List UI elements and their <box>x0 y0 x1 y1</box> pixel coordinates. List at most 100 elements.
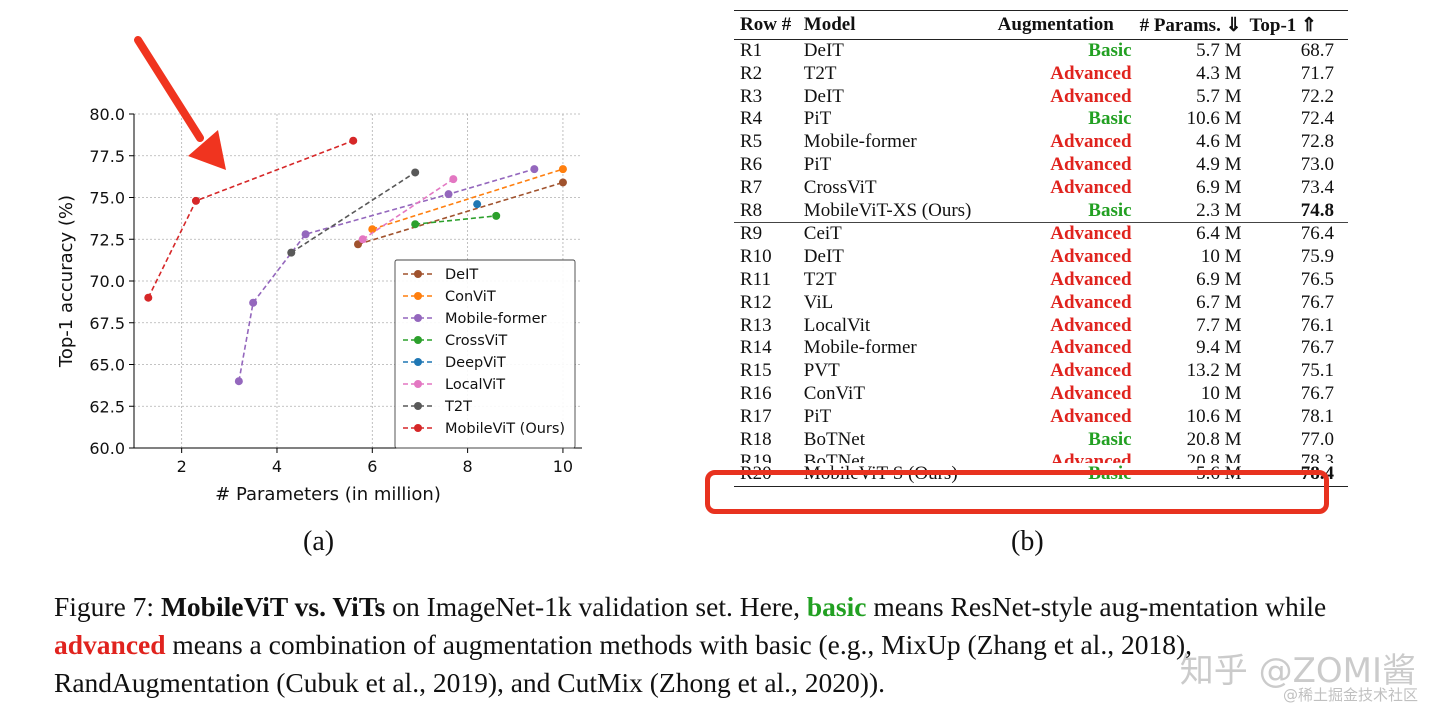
data-point <box>492 211 501 220</box>
table-row: R19 BoTNet Advanced 20.8 M 78.3 <box>734 451 1348 463</box>
x-tick-label: 8 <box>463 457 473 476</box>
cell-top1: 76.1 <box>1300 314 1334 336</box>
cell-row-number: R4 <box>740 108 763 130</box>
x-tick-label: 2 <box>177 457 187 476</box>
cell-row-number: R14 <box>740 337 772 359</box>
cell-augmentation: Advanced <box>993 222 1136 247</box>
caption-text-3: means ResNet-style aug-mentation while <box>866 591 1327 622</box>
cell-augmentation: Advanced <box>1050 268 1132 290</box>
legend-label: ConViT <box>445 289 496 305</box>
caption-text-1: Figure 7: <box>54 591 161 622</box>
cell-row-number: R18 <box>740 428 772 450</box>
y-axis-label: Top-1 accuracy (%) <box>56 195 77 368</box>
data-point <box>354 240 362 249</box>
data-point <box>473 200 482 209</box>
y-tick-label: 75.0 <box>89 189 125 208</box>
cell-model: LocalVit <box>803 314 871 336</box>
cell-model: CrossViT <box>803 176 877 198</box>
legend-label: DeIT <box>445 267 478 283</box>
cell-augmentation: Advanced <box>1050 131 1132 153</box>
comparison-table: Row # Model Augmentation # Params. ⇓ Top… <box>734 10 1348 488</box>
table-row: R12 ViL Advanced 6.7 M 76.7 <box>734 292 1348 315</box>
figure-caption: Figure 7: MobileViT vs. ViTs on ImageNet… <box>54 588 1404 702</box>
data-point <box>558 165 567 174</box>
table-row: R8 MobileViT-XS (Ours) Basic 2.3 M 74.8 <box>734 200 1348 223</box>
y-tick-label: 70.0 <box>89 272 125 291</box>
y-tick-label: 80.0 <box>89 105 125 124</box>
cell-params: 10 M <box>1200 382 1242 404</box>
legend-marker <box>414 358 422 366</box>
legend-label: LocalViT <box>445 377 505 393</box>
cell-model: ConViT <box>803 382 865 404</box>
y-tick-label: 60.0 <box>89 439 125 458</box>
cell-model: Mobile-former <box>803 337 917 359</box>
table-row: R18 BoTNet Basic 20.8 M 77.0 <box>734 429 1348 452</box>
cell-top1: 73.4 <box>1300 176 1334 198</box>
table-row: R4 PiT Basic 10.6 M 72.4 <box>734 108 1348 131</box>
cell-top1: 76.7 <box>1300 291 1334 313</box>
cell-augmentation: Basic <box>993 463 1136 488</box>
cell-params: 13.2 M <box>1186 360 1242 382</box>
subfigure-a-label: (a) <box>303 526 335 557</box>
cell-row-number: R8 <box>740 199 763 221</box>
cell-params: 6.4 M <box>1135 222 1246 247</box>
cell-augmentation: Advanced <box>1050 382 1132 404</box>
cell-augmentation: Advanced <box>1050 337 1132 359</box>
legend-marker <box>414 270 422 278</box>
cell-top1: 74.8 <box>1300 199 1334 221</box>
table-row: R14 Mobile-former Advanced 9.4 M 76.7 <box>734 337 1348 360</box>
series-line <box>415 215 497 225</box>
cell-augmentation: Advanced <box>1050 291 1132 313</box>
caption-basic-word: basic <box>806 591 867 622</box>
cell-top1: 76.5 <box>1300 268 1334 290</box>
cell-params: 10 M <box>1200 246 1242 268</box>
cell-augmentation: Advanced <box>1050 62 1132 84</box>
cell-augmentation: Basic <box>1088 428 1132 450</box>
cell-model: BoTNet <box>803 451 866 464</box>
cell-params: 9.4 M <box>1196 337 1242 359</box>
cell-model: T2T <box>803 62 837 84</box>
cell-params: 5.7 M <box>1196 40 1242 61</box>
series-line <box>238 168 535 382</box>
caption-advanced-word: advanced <box>54 629 166 660</box>
cell-row-number: R13 <box>740 314 772 336</box>
legend-label: MobileViT (Ours) <box>445 421 565 437</box>
y-tick-label: 77.5 <box>89 147 125 166</box>
table-body: R1 DeIT Basic 5.7 M 68.7 R2 T2T Advanced 4.3 M 71… <box>734 40 1348 488</box>
data-point <box>287 248 296 257</box>
cell-model: DeIT <box>803 246 844 268</box>
cell-params: 20.8 M <box>1186 428 1242 450</box>
y-tick-label: 65.0 <box>89 356 125 375</box>
cell-model: MobileViT-S (Ours) <box>799 463 994 488</box>
data-point <box>530 165 539 174</box>
cell-row-number: R2 <box>740 62 763 84</box>
cell-model: CeiT <box>799 222 994 247</box>
legend-marker <box>414 424 422 432</box>
series-layer <box>144 136 567 386</box>
data-point <box>444 190 453 199</box>
cell-top1: 72.2 <box>1300 85 1334 107</box>
data-point <box>358 235 367 244</box>
table-row: R9 CeiT Advanced 6.4 M 76.4 <box>734 222 1348 247</box>
cell-model: PiT <box>803 405 832 427</box>
cell-row-number: R17 <box>740 405 772 427</box>
accuracy-vs-params-chart: 2 4 6 8 10 60.0 62.5 65.0 67.5 70.0 72.5 75.0 77.5 80… <box>56 36 582 505</box>
cell-row-number: R7 <box>740 176 763 198</box>
cell-augmentation: Advanced <box>1050 153 1132 175</box>
cell-model: PiT <box>803 108 832 130</box>
legend-marker <box>414 292 422 300</box>
cell-row-number: R5 <box>740 131 763 153</box>
cell-model: MobileViT-XS (Ours) <box>803 199 972 221</box>
series-line <box>362 178 454 240</box>
cell-row-number: R19 <box>740 451 772 464</box>
y-tick-label: 72.5 <box>89 230 125 249</box>
table-row: R16 ConViT Advanced 10 M 76.7 <box>734 383 1348 406</box>
cell-top1: 76.4 <box>1245 222 1348 247</box>
header-model: Model <box>803 14 856 35</box>
legend-marker <box>414 402 422 410</box>
table-row: R15 PVT Advanced 13.2 M 75.1 <box>734 360 1348 383</box>
legend-label: T2T <box>444 399 472 415</box>
cell-top1: 68.7 <box>1300 40 1334 61</box>
legend-marker <box>414 314 422 322</box>
data-point <box>449 175 458 184</box>
